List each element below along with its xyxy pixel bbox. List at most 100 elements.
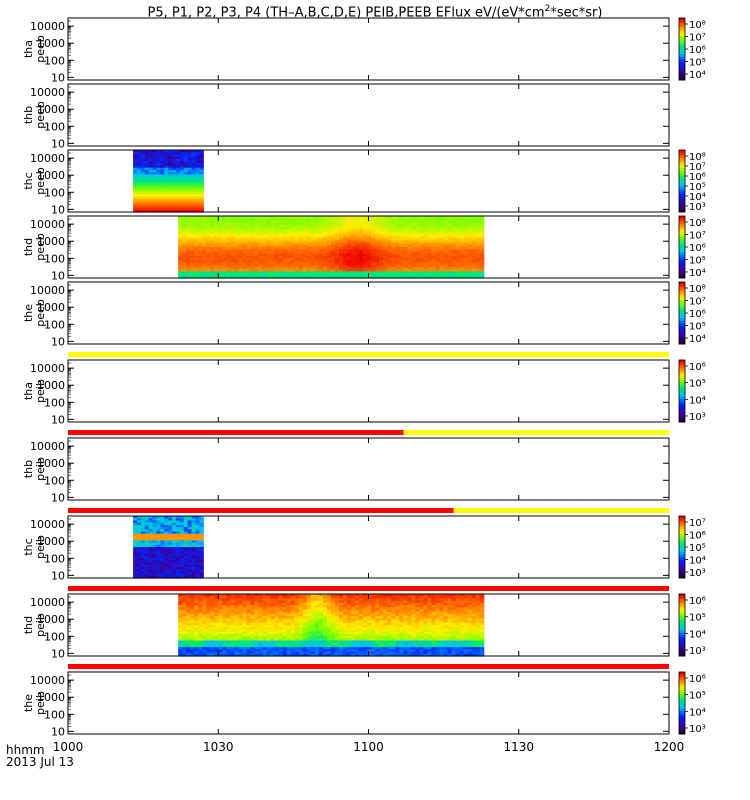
spectrogram-cell [199,551,204,555]
spectrogram-cell [298,275,304,279]
spectrogram-cell [246,618,252,622]
spectrogram-cell [178,240,183,244]
spectrogram-cell [222,620,228,624]
spectrogram-cell [274,631,280,635]
spectrogram-cell [206,222,211,226]
spectrogram-cell [459,266,465,270]
colorbar-segment [679,375,685,379]
spectrogram-cell [187,152,193,156]
spectrogram-cell [262,633,268,637]
spectrogram-cell [246,653,252,657]
spectrogram-cell [435,220,441,224]
colorbar-segment [679,56,685,60]
spectrogram-cell [270,596,276,600]
spectrogram-cell [363,235,368,239]
colorbar-segment [679,393,685,397]
spectrogram-cell [302,636,308,639]
spectrogram-cell [148,566,154,570]
spectrogram-cell [290,611,296,615]
spectrogram-cell [266,651,272,655]
spectrogram-cell [168,158,173,162]
spectrogram-cell [178,649,183,653]
y-tick-label: 10 [51,569,65,582]
spectrogram-cell [270,260,276,264]
colorbar-segment [679,391,685,395]
spectrogram-cell [179,156,185,160]
spectrogram-cell [258,233,264,237]
spectrogram-cell [326,633,332,637]
spectrogram-cell [175,549,181,553]
spectrogram-cell [238,631,244,635]
spectrogram-cell [351,264,356,268]
spectrogram-cell [183,544,189,548]
spectrogram-cell [214,596,219,600]
spectrogram-cell [137,176,142,180]
spectrogram-cell [137,551,142,555]
spectrogram-cell [230,238,236,241]
spectrogram-cell [222,605,228,608]
spectrogram-cell [206,640,211,644]
spectrogram-cell [195,564,200,568]
spectrogram-cell [254,262,260,266]
spectrogram-cell [455,255,461,259]
spectrogram-cell [222,622,228,626]
spectrogram-cell [182,233,187,237]
spectrogram-cell [250,609,256,613]
spectrogram-cell [270,218,276,222]
spectrogram-cell [455,273,461,277]
spectrogram-cell [179,564,185,568]
spectrogram-cell [206,594,211,597]
y-tick-label: 10000 [30,152,65,165]
spectrogram-cell [140,158,146,162]
panel-ylabel-product: peeb [34,233,47,261]
spectrogram-cell [395,264,400,268]
spectrogram-cell [175,200,181,204]
spectrogram-cell [206,231,211,235]
spectrogram-cell [172,549,177,553]
spectrogram-cell [447,224,453,228]
spectrogram-cell [238,227,244,230]
spectrogram-cell [351,607,356,611]
spectrogram-cell [431,224,437,228]
spectrogram-cell [286,649,292,653]
spectrogram-cell [455,235,461,239]
colorbar-tick-label: 10⁸ [689,218,706,229]
spectrogram-cell [282,249,288,253]
spectrogram-cell [226,269,232,272]
spectrogram-cell [246,613,252,617]
spectrogram-cell [278,605,284,608]
spectrogram-cell [218,651,223,655]
colorbar-segment [679,150,685,154]
spectrogram-cell [194,222,199,226]
spectrogram-cell [455,264,461,268]
spectrogram-cell [326,649,332,653]
spectrogram-cell [330,613,336,617]
spectrogram-cell [379,227,384,230]
spectrogram-cell [278,618,284,622]
spectrogram-cell [367,231,372,235]
spectrogram-cell [290,636,296,639]
spectrogram-cell [230,222,236,226]
spectrogram-cell [137,205,142,209]
spectrogram-cell [191,174,197,178]
spectrogram-cell [391,249,396,253]
spectrogram-cell [195,174,200,178]
spectrogram-cell [322,262,328,266]
spectrogram-cell [172,547,177,550]
spectrogram-cell [286,638,292,642]
spectrogram-cell [172,540,177,544]
spectrogram-cell [347,258,352,261]
spectrogram-cell [140,553,146,557]
spectrogram-cell [270,627,276,631]
spectrogram-cell [206,644,211,648]
spectrogram-cell [258,266,264,270]
spectrogram-cell [391,273,396,277]
panel-frame-6 [67,437,670,501]
spectrogram-cell [191,542,197,546]
spectrogram-cell [179,562,185,566]
spectrogram-cell [274,640,280,644]
spectrogram-cell [266,238,272,241]
spectrogram-cell [191,194,197,198]
spectrogram-cell [210,609,215,613]
spectrogram-cell [195,560,200,564]
